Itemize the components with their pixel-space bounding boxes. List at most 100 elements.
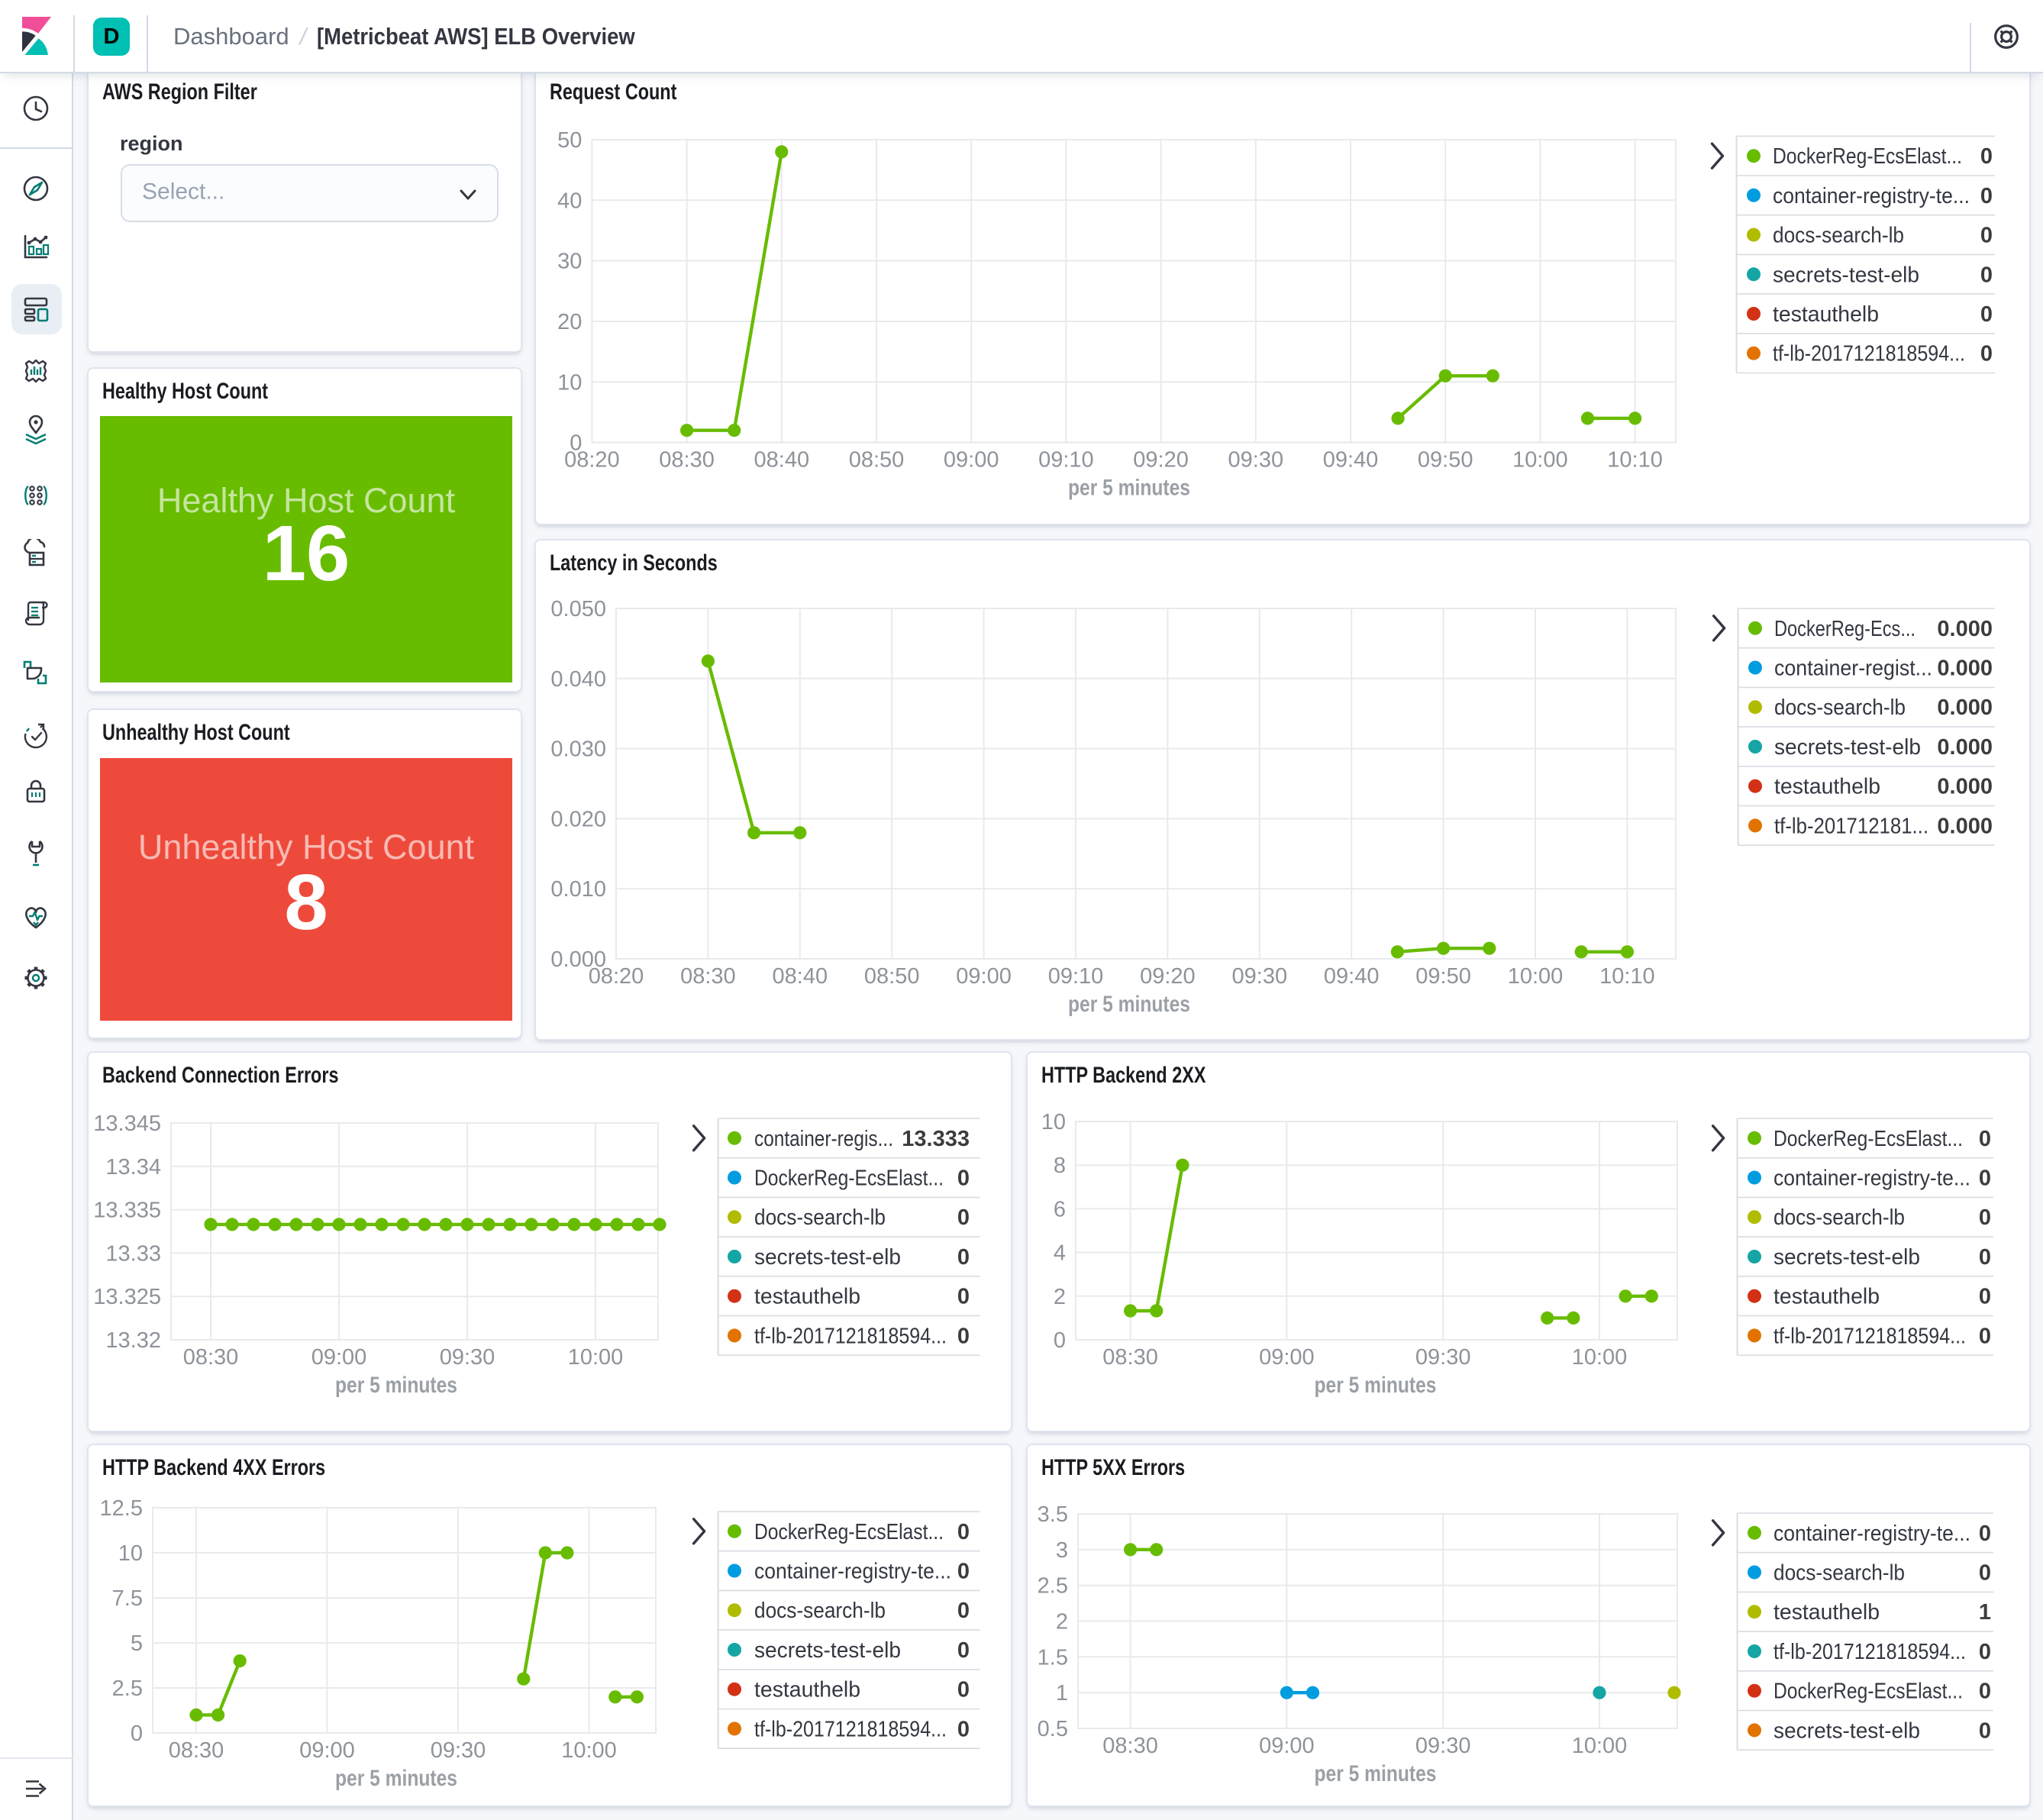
svg-text:08:40: 08:40 (773, 964, 828, 989)
svg-text:08:20: 08:20 (564, 448, 620, 473)
svg-text:09:30: 09:30 (431, 1738, 486, 1763)
svg-text:08:30: 08:30 (1102, 1345, 1158, 1370)
svg-text:0.000: 0.000 (1937, 814, 1993, 838)
svg-text:10: 10 (118, 1541, 143, 1566)
svg-text:09:20: 09:20 (1133, 448, 1189, 473)
svg-text:per 5 minutes: per 5 minutes (1068, 476, 1190, 501)
svg-text:6: 6 (1054, 1197, 1066, 1221)
svg-text:20: 20 (557, 310, 582, 334)
svg-text:docs-search-lb: docs-search-lb (754, 1205, 886, 1230)
svg-text:09:50: 09:50 (1415, 964, 1471, 989)
svg-text:3: 3 (1056, 1538, 1068, 1563)
svg-text:0: 0 (957, 1599, 970, 1623)
svg-text:testauthelb: testauthelb (1773, 302, 1879, 327)
svg-text:0: 0 (131, 1722, 143, 1746)
svg-text:0: 0 (570, 431, 582, 456)
svg-text:0: 0 (1979, 1680, 1991, 1704)
svg-text:0: 0 (1980, 224, 1993, 248)
svg-text:docs-search-lb: docs-search-lb (754, 1599, 886, 1623)
svg-text:0: 0 (957, 1205, 970, 1230)
svg-text:0: 0 (1979, 1285, 1991, 1309)
svg-text:0: 0 (1054, 1328, 1066, 1353)
svg-text:tf-lb-2017121818594...: tf-lb-2017121818594... (754, 1324, 947, 1348)
svg-text:0: 0 (1979, 1718, 1991, 1743)
svg-text:13.33: 13.33 (105, 1241, 161, 1266)
svg-text:0: 0 (1980, 302, 1993, 327)
svg-text:13.32: 13.32 (105, 1328, 161, 1353)
svg-text:DockerReg-EcsElast...: DockerReg-EcsElast... (1774, 1680, 1963, 1704)
svg-text:0.000: 0.000 (1937, 617, 1993, 641)
svg-text:09:40: 09:40 (1323, 448, 1379, 473)
svg-text:0: 0 (1980, 144, 1993, 169)
svg-text:per 5 minutes: per 5 minutes (1315, 1761, 1437, 1786)
svg-text:2.5: 2.5 (112, 1676, 143, 1701)
svg-text:0.000: 0.000 (1937, 775, 1993, 799)
svg-text:tf-lb-2017121818594...: tf-lb-2017121818594... (1774, 1640, 1966, 1664)
svg-text:10:00: 10:00 (1572, 1734, 1628, 1758)
svg-text:per 5 minutes: per 5 minutes (1068, 992, 1190, 1017)
svg-text:DockerReg-EcsElast...: DockerReg-EcsElast... (754, 1167, 944, 1191)
svg-text:08:30: 08:30 (1102, 1734, 1158, 1758)
svg-text:10:10: 10:10 (1607, 448, 1663, 473)
svg-text:09:00: 09:00 (311, 1345, 367, 1370)
svg-text:40: 40 (557, 189, 582, 213)
svg-text:0: 0 (957, 1717, 970, 1741)
svg-text:09:30: 09:30 (1228, 448, 1284, 473)
svg-text:12.5: 12.5 (100, 1496, 143, 1521)
svg-text:per 5 minutes: per 5 minutes (1315, 1373, 1437, 1398)
svg-text:10: 10 (557, 370, 582, 395)
svg-text:container-registry-te...: container-registry-te... (1774, 1167, 1970, 1191)
svg-text:testauthelb: testauthelb (754, 1678, 860, 1702)
svg-text:secrets-test-elb: secrets-test-elb (1774, 1718, 1920, 1743)
svg-text:8: 8 (1054, 1154, 1066, 1178)
svg-text:0: 0 (957, 1678, 970, 1702)
svg-text:0: 0 (957, 1245, 970, 1270)
svg-text:0: 0 (957, 1285, 970, 1309)
svg-text:0: 0 (1979, 1127, 1991, 1151)
svg-text:10:10: 10:10 (1599, 964, 1655, 989)
svg-text:0: 0 (957, 1638, 970, 1663)
svg-text:10:00: 10:00 (1508, 964, 1564, 989)
svg-text:08:30: 08:30 (169, 1738, 224, 1763)
svg-text:secrets-test-elb: secrets-test-elb (754, 1245, 901, 1270)
svg-text:09:30: 09:30 (1415, 1734, 1471, 1758)
svg-text:09:00: 09:00 (1259, 1345, 1315, 1370)
svg-text:docs-search-lb: docs-search-lb (1773, 224, 1904, 248)
svg-text:tf-lb-2017121818594...: tf-lb-2017121818594... (754, 1717, 947, 1741)
svg-text:1.5: 1.5 (1038, 1645, 1068, 1670)
svg-text:0: 0 (1979, 1640, 1991, 1664)
svg-text:container-regis...: container-regis... (754, 1127, 893, 1151)
svg-text:10: 10 (1041, 1110, 1066, 1134)
svg-text:13.335: 13.335 (93, 1199, 161, 1223)
svg-text:testauthelb: testauthelb (1774, 1285, 1880, 1309)
svg-text:10:00: 10:00 (568, 1345, 624, 1370)
svg-text:09:50: 09:50 (1418, 448, 1473, 473)
svg-text:tf-lb-2017121818594...: tf-lb-2017121818594... (1774, 1324, 1966, 1348)
svg-text:0: 0 (957, 1167, 970, 1191)
svg-text:0.000: 0.000 (1937, 695, 1993, 720)
svg-text:secrets-test-elb: secrets-test-elb (1773, 263, 1919, 287)
svg-text:DockerReg-Ecs...: DockerReg-Ecs... (1774, 617, 1916, 641)
svg-text:09:30: 09:30 (1232, 964, 1288, 989)
svg-text:10:00: 10:00 (561, 1738, 617, 1763)
svg-text:09:00: 09:00 (956, 964, 1012, 989)
svg-text:10:00: 10:00 (1572, 1345, 1628, 1370)
svg-text:08:30: 08:30 (183, 1345, 239, 1370)
svg-text:0.000: 0.000 (1937, 657, 1993, 681)
svg-text:08:50: 08:50 (864, 964, 920, 989)
svg-text:docs-search-lb: docs-search-lb (1774, 1561, 1905, 1586)
svg-text:09:00: 09:00 (944, 448, 999, 473)
svg-text:0: 0 (1979, 1324, 1991, 1348)
svg-text:0.010: 0.010 (550, 877, 606, 902)
svg-text:0: 0 (1980, 263, 1993, 287)
svg-text:3.5: 3.5 (1038, 1502, 1068, 1527)
svg-text:2.5: 2.5 (1038, 1574, 1068, 1599)
svg-text:secrets-test-elb: secrets-test-elb (1774, 1245, 1920, 1270)
svg-text:30: 30 (557, 250, 582, 274)
svg-text:tf-lb-201712181...: tf-lb-201712181... (1774, 814, 1928, 838)
svg-text:DockerReg-EcsElast...: DockerReg-EcsElast... (1773, 144, 1962, 169)
svg-text:1: 1 (1056, 1681, 1068, 1705)
svg-text:DockerReg-EcsElast...: DockerReg-EcsElast... (754, 1520, 944, 1544)
svg-text:09:20: 09:20 (1140, 964, 1196, 989)
svg-text:09:00: 09:00 (299, 1738, 355, 1763)
